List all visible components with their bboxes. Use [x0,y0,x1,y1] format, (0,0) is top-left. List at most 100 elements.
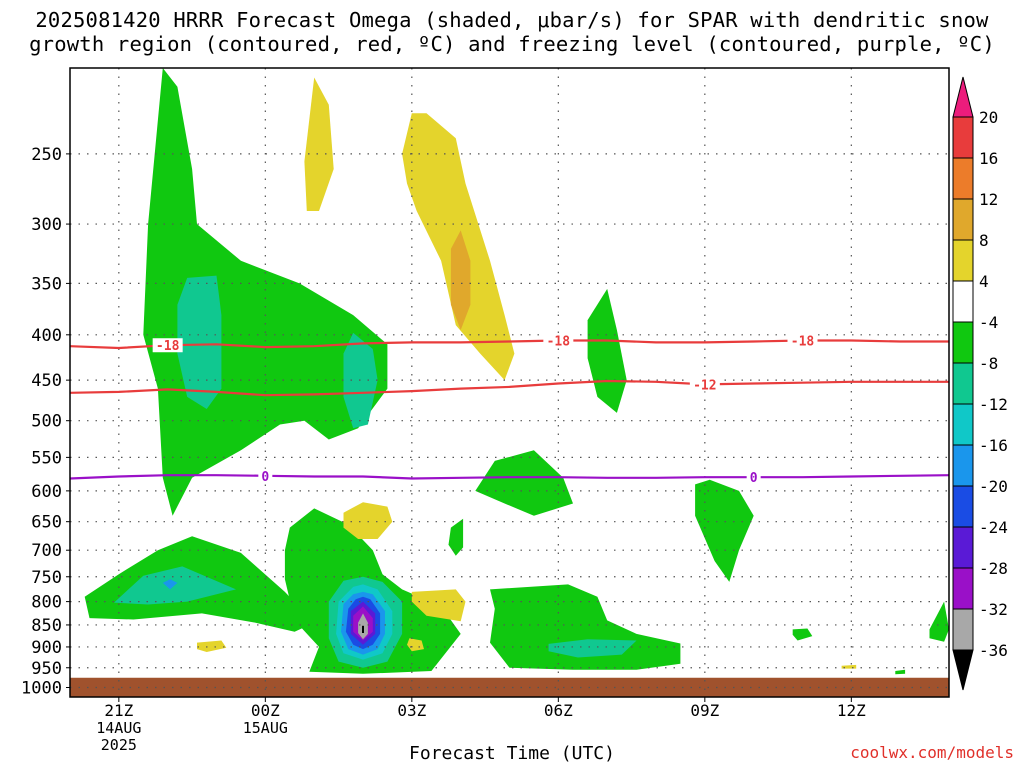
freezing-level-0-label-bg-0 [258,468,273,483]
x-tick-label-09Z: 09Z [690,701,719,720]
freezing-level-0-label-1: 0 [750,471,758,486]
terrain-band [70,677,949,697]
y-tick-label-350: 350 [31,274,62,294]
isotherm-neg12-label-bg-0 [689,377,720,392]
colorbar-label-11: -28 [979,559,1008,578]
omega-pos4-low1 [411,589,466,622]
omega-neg8-upper [177,275,222,409]
colorbar-box-3 [952,239,974,282]
x-tick-label-21Z: 21Z [104,701,133,720]
chart-title: 2025081420 HRRR Forecast Omega (shaded, … [0,8,1024,56]
colorbar-box-1 [952,157,974,200]
omega-neg8-mid [343,332,378,429]
omega-neg4-blob2 [448,518,464,556]
y-axis: 2503003504004505005506006507007508008509… [21,145,70,698]
y-tick-label-300: 300 [31,215,62,235]
omega-neg16-dot [162,579,178,590]
colorbar-box-4 [952,280,974,323]
colorbar-box-2 [952,198,974,241]
freezing-level-0-label-0: 0 [261,470,269,485]
colorbar-box-10 [952,526,974,569]
omega-neg4-blob4 [929,601,949,642]
x-tick-date-21Z: 14AUG [96,719,141,737]
colorbar-box-0 [952,116,974,159]
isotherm-neg18-label-1: -18 [547,335,571,350]
isotherm-neg12-label-0: -12 [693,378,716,393]
omega-neg4-blob1 [475,450,573,516]
x-tick-year-21Z: 2025 [101,736,137,754]
x-tick-label-00Z: 00Z [251,701,280,720]
omega-pos8-top [450,230,471,330]
colorbar-box-7 [952,403,974,446]
x-tick-label-06Z: 06Z [544,701,573,720]
omega-pos4-top1 [304,77,334,211]
y-tick-label-1000: 1000 [21,678,62,698]
colorbar-top-triangle [952,76,974,118]
y-tick-label-400: 400 [31,326,62,346]
freezing-level-0-line [70,474,949,480]
omega-neg4-center [490,584,681,670]
x-tick-label-03Z: 03Z [397,701,426,720]
colorbar-box-12 [952,608,974,651]
colorbar-label-13: -36 [979,641,1008,660]
omega-pos4-low2 [197,640,227,652]
colorbar-label-1: 16 [979,149,998,168]
colorbar-box-6 [952,362,974,405]
isotherm-neg18-label-2: -18 [791,335,815,350]
colorbar-label-10: -24 [979,518,1008,537]
y-tick-label-700: 700 [31,541,62,561]
plot-area: -18 -18 -18 -12 0 0 [70,68,949,697]
isotherm-neg18-label-bg-1 [543,333,574,348]
y-tick-label-500: 500 [31,412,62,432]
colorbar-label-6: -8 [979,354,998,373]
colorbar-box-8 [952,444,974,487]
colorbar-label-8: -16 [979,436,1008,455]
plot-frame [69,67,950,698]
y-tick-label-850: 850 [31,616,62,636]
colorbar-bottom-triangle [952,649,974,691]
isotherm-neg18-label-bg-2 [787,333,818,348]
isotherm-neg18-label-bg-0 [152,338,183,353]
omega-neg4-main [143,68,388,516]
omega-neg4-blob3 [792,628,813,641]
y-tick-label-550: 550 [31,448,62,468]
omega-neg8-right [548,639,637,658]
omega-neg36-center [362,625,364,633]
y-tick-label-950: 950 [31,659,62,679]
freezing-level-0-label-bg-1 [746,470,761,485]
colorbar-label-0: 20 [979,108,998,127]
omega-pos4-mid [343,502,393,539]
colorbar-box-11 [952,567,974,610]
omega-neg4-right1 [587,288,627,413]
y-tick-label-250: 250 [31,145,62,165]
isotherm-neg12-line [70,379,949,397]
isotherm-neg18-label-0: -18 [156,339,180,354]
y-tick-label-900: 900 [31,638,62,658]
colorbar: 20 16 12 8 4 -4 -8 -12 -16 -20 -24 -28 -32 -36 [952,76,1008,691]
title-line-2: growth region (contoured, red, ºC) and f… [29,32,995,56]
omega-pos4-low3 [407,638,424,652]
title-line-1: 2025081420 HRRR Forecast Omega (shaded, … [35,8,989,32]
x-tick-label-12Z: 12Z [837,701,866,720]
y-tick-label-750: 750 [31,568,62,588]
y-tick-label-800: 800 [31,593,62,613]
colorbar-label-4: 4 [979,272,989,291]
colorbar-label-3: 8 [979,231,989,250]
omega-neg4-right2 [695,479,754,582]
y-tick-label-600: 600 [31,482,62,502]
x-axis-title: Forecast Time (UTC) [409,743,615,764]
watermark: coolwx.com/models [850,743,1014,762]
colorbar-label-9: -20 [979,477,1008,496]
omega-neg4-blob5 [895,669,906,675]
omega-neg8-low [114,566,236,605]
colorbar-label-5: -4 [979,313,998,332]
colorbar-label-12: -32 [979,600,1008,619]
colorbar-box-5 [952,321,974,364]
y-tick-label-450: 450 [31,371,62,391]
x-tick-date-00Z: 15AUG [243,719,288,737]
colorbar-label-2: 12 [979,190,998,209]
colorbar-box-9 [952,485,974,528]
y-tick-label-650: 650 [31,513,62,533]
